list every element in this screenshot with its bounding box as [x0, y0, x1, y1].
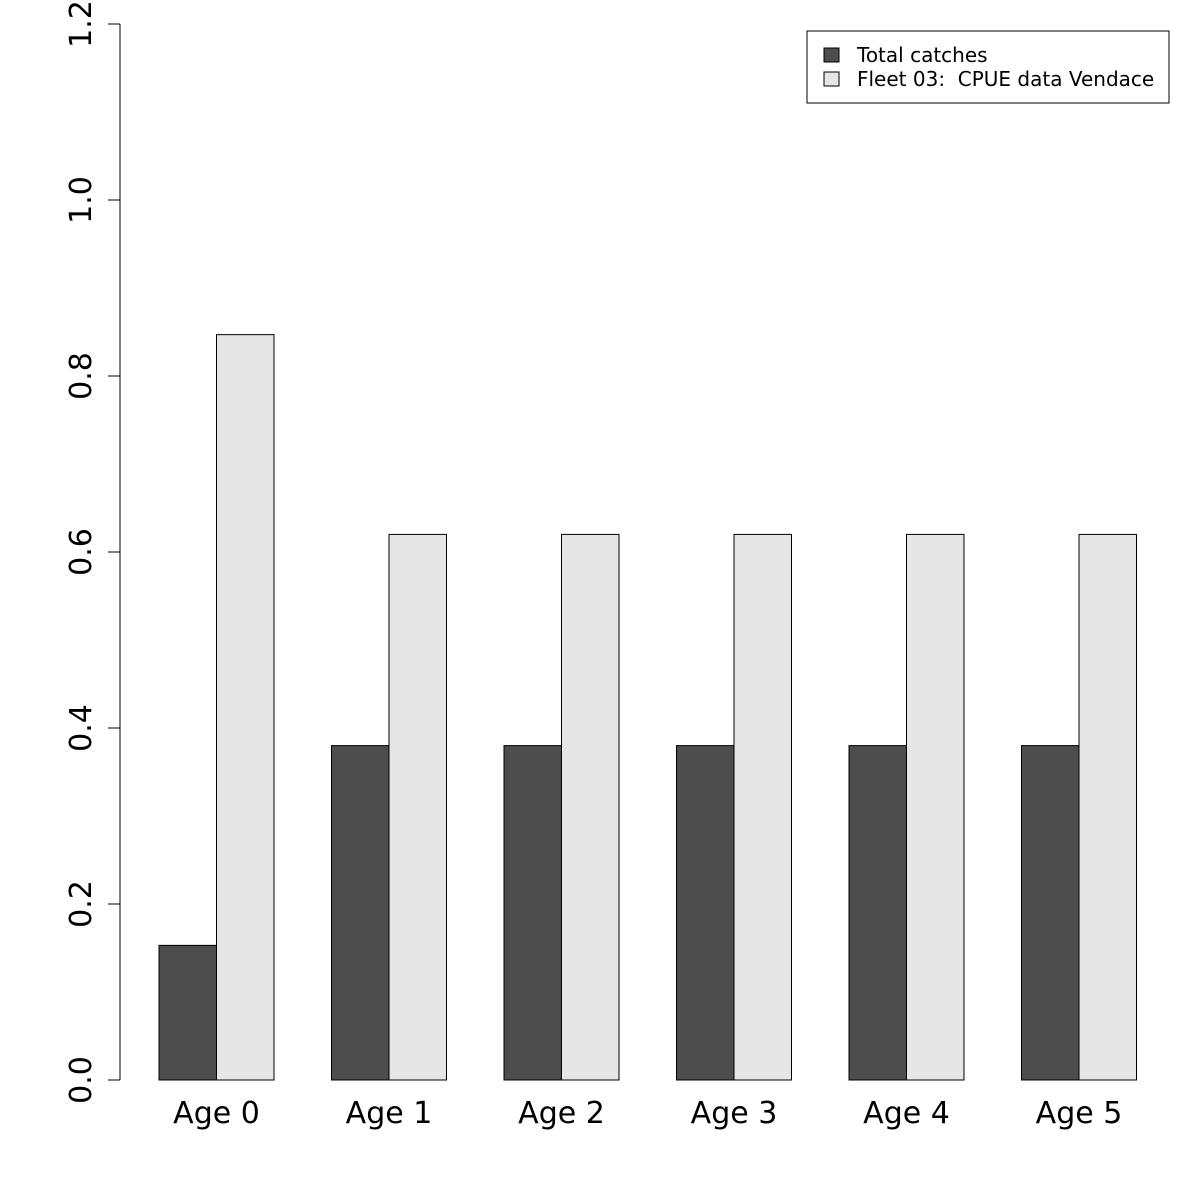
- x-category-label: Age 5: [1036, 1096, 1123, 1131]
- legend-swatch-total-catches: [823, 47, 840, 63]
- bar-total-catches-age-3: [676, 745, 735, 1081]
- bar-total-catches-age-2: [503, 745, 562, 1081]
- legend-box: [806, 30, 1170, 104]
- legend-label-fleet-03: Fleet 03: CPUE data Vendace: [857, 67, 1154, 91]
- y-tick-label: 0.2: [64, 880, 99, 928]
- x-category-label: Age 4: [863, 1096, 950, 1131]
- bar-total-catches-age-1: [331, 745, 390, 1081]
- bar-total-catches-age-4: [848, 745, 907, 1081]
- bar-fleet-03-age-2: [561, 533, 620, 1081]
- bar-fleet-03-age-4: [906, 533, 965, 1081]
- y-tick-label: 0.0: [64, 1056, 99, 1104]
- bar-total-catches-age-0: [158, 944, 217, 1081]
- legend-label-total-catches: Total catches: [856, 43, 988, 67]
- x-category-label: Age 2: [518, 1096, 605, 1131]
- bar-fleet-03-age-0: [216, 334, 275, 1081]
- y-tick-label: 0.4: [64, 704, 99, 752]
- x-axis-labels: Age 0 Age 1 Age 2 Age 3 Age 4 Age 5: [173, 1096, 1122, 1131]
- y-tick-label: 1.0: [64, 176, 99, 224]
- bar-total-catches-age-5: [1021, 745, 1080, 1081]
- x-category-label: Age 1: [346, 1096, 433, 1131]
- y-tick-label: 1.2: [64, 0, 99, 48]
- legend-swatch-fleet-03: [823, 71, 840, 87]
- y-tick-label: 0.6: [64, 528, 99, 576]
- y-axis: 0.0 0.2 0.4 0.6 0.8 1.0 1.2: [64, 0, 121, 1104]
- x-category-label: Age 3: [691, 1096, 778, 1131]
- bars: [158, 334, 1137, 1081]
- y-tick-label: 0.8: [64, 352, 99, 400]
- legend: Total catches Fleet 03: CPUE data Vendac…: [806, 30, 1170, 104]
- bar-fleet-03-age-5: [1078, 533, 1137, 1081]
- x-category-label: Age 0: [173, 1096, 260, 1131]
- bar-fleet-03-age-1: [388, 533, 447, 1081]
- bar-fleet-03-age-3: [733, 533, 792, 1081]
